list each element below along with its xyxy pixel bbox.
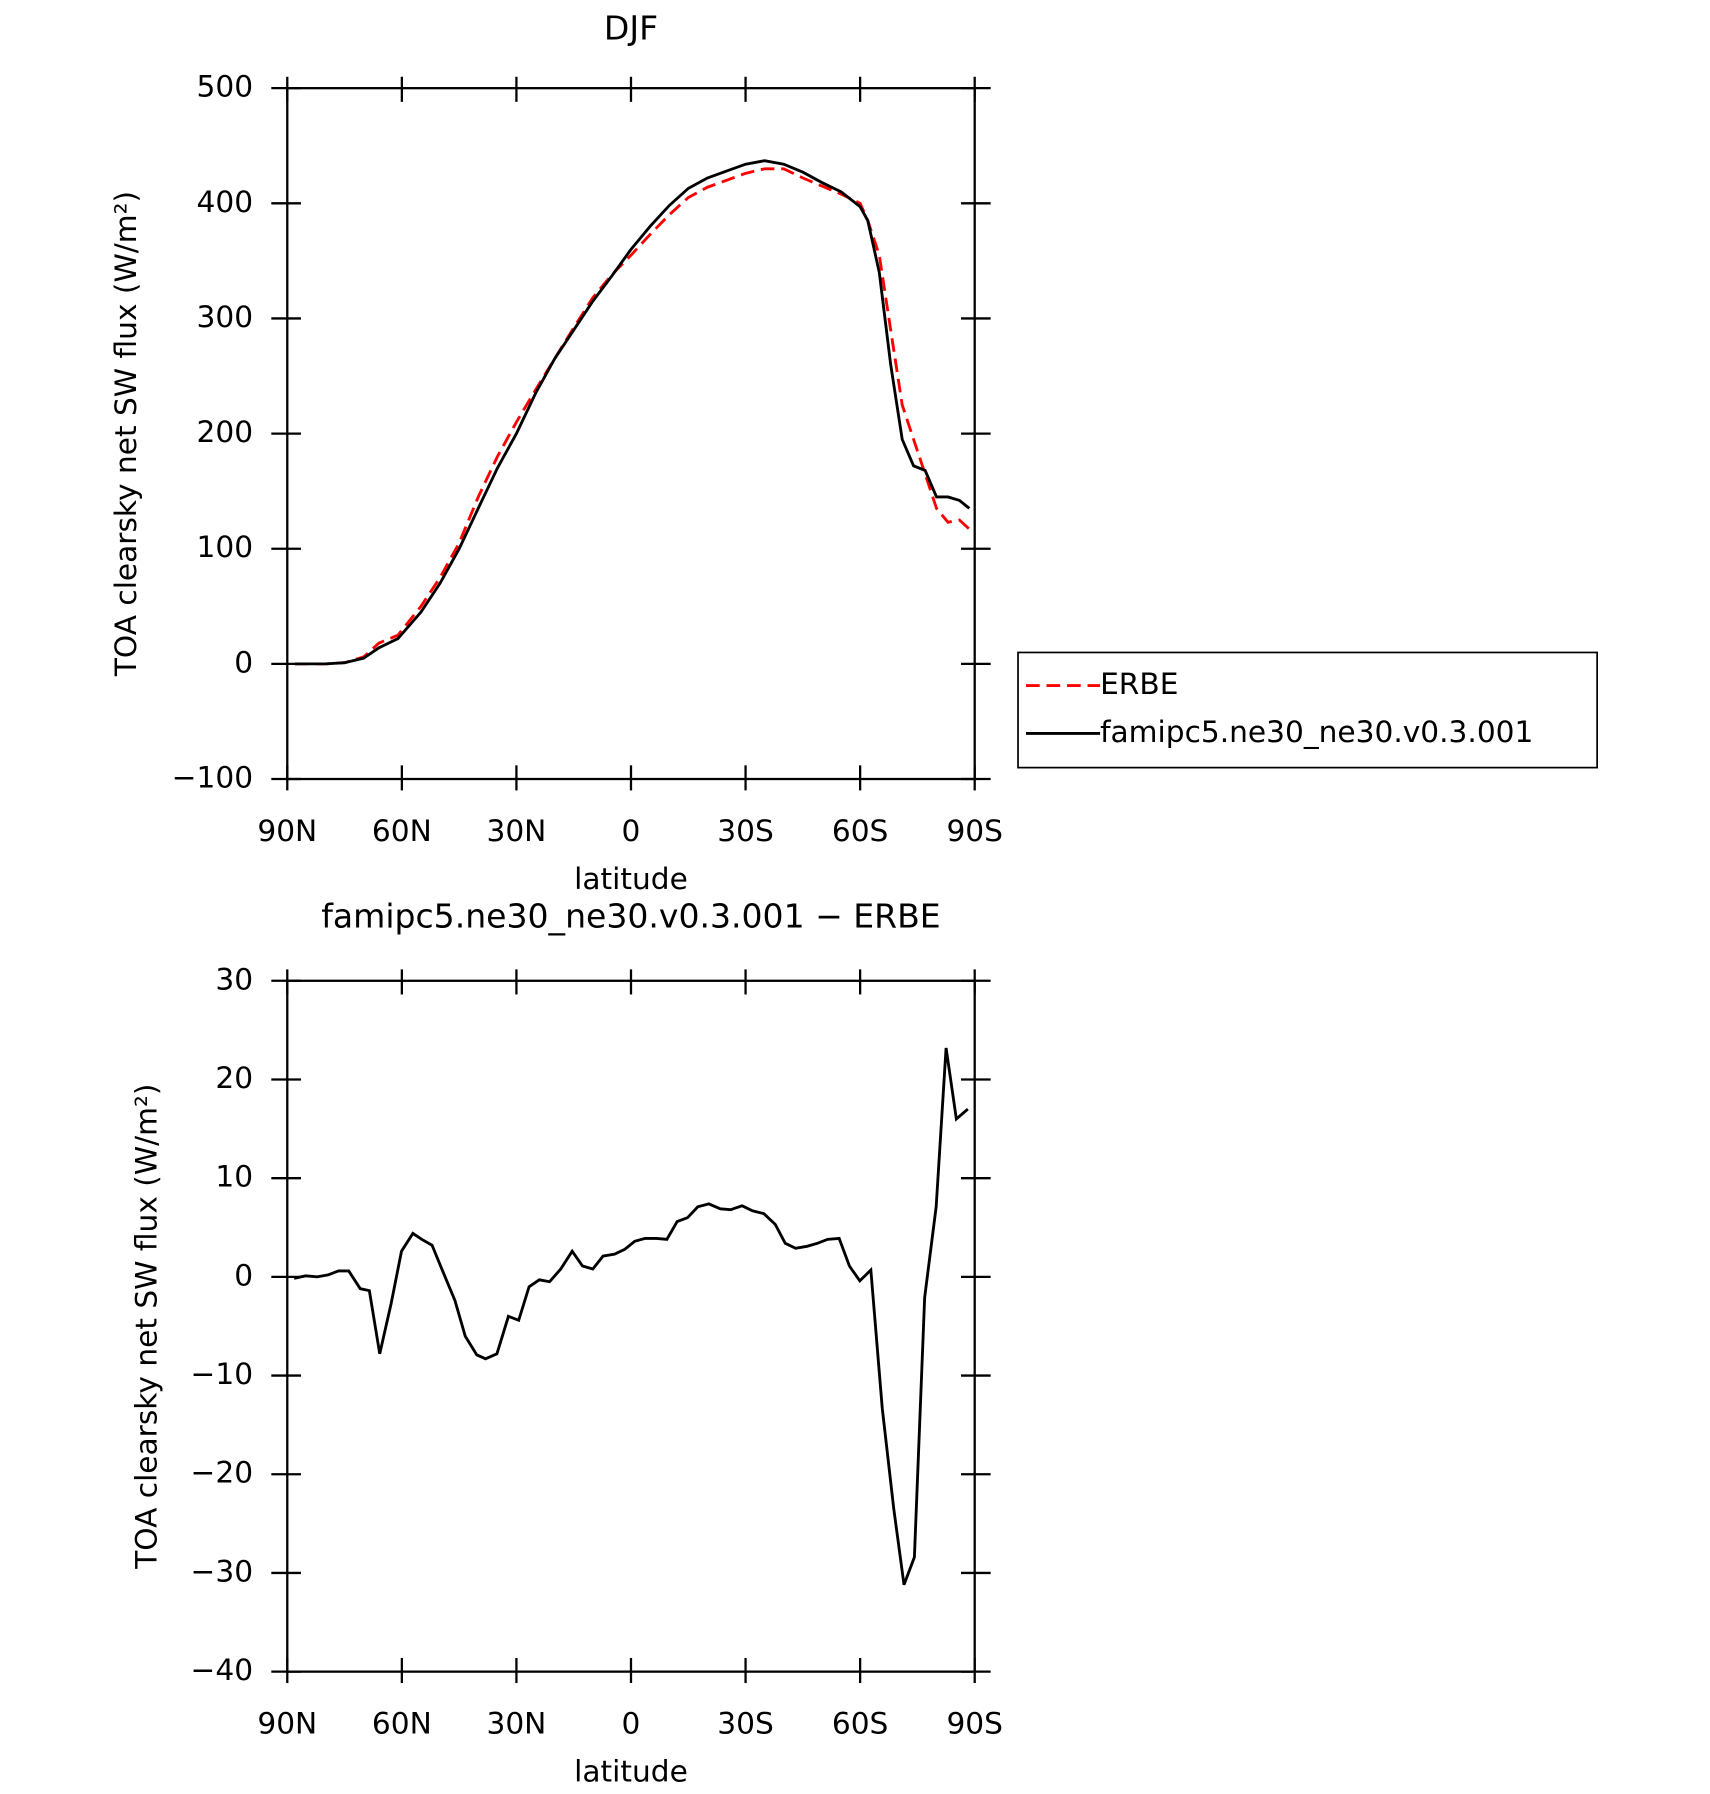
x-tick-label: 90N — [257, 813, 317, 848]
x-axis-title: latitude — [574, 861, 688, 896]
chart-title: famipc5.ne30_ne30.v0.3.001 − ERBE — [321, 897, 940, 936]
y-tick-label: 500 — [197, 69, 254, 104]
data-line — [294, 167, 971, 666]
y-tick-label: 0 — [234, 1257, 253, 1292]
x-tick-label: 30N — [486, 813, 546, 848]
y-tick-label: 30 — [215, 961, 253, 996]
y-tick-label: −100 — [172, 760, 253, 795]
y-axis-title: TOA clearsky net SW flux (W/m²) — [129, 1084, 164, 1570]
legend-label: ERBE — [1100, 666, 1178, 701]
y-tick-label: 300 — [197, 299, 254, 334]
y-tick-label: 0 — [234, 644, 253, 679]
x-axis-title: latitude — [574, 1754, 688, 1789]
y-tick-label: −20 — [191, 1455, 254, 1490]
x-tick-label: 60N — [372, 813, 432, 848]
x-tick-label: 0 — [622, 813, 641, 848]
chart-title: DJF — [604, 9, 658, 48]
x-tick-label: 60S — [832, 1706, 889, 1741]
y-tick-label: 10 — [215, 1159, 253, 1194]
x-tick-label: 90N — [257, 1706, 317, 1741]
plot-frame — [286, 979, 976, 1673]
x-tick-label: 30N — [486, 1706, 546, 1741]
y-axis-title: TOA clearsky net SW flux (W/m²) — [108, 191, 143, 677]
plot-frame — [286, 87, 976, 781]
y-tick-label: 200 — [197, 414, 254, 449]
legend-label: famipc5.ne30_ne30.v0.3.001 — [1100, 714, 1533, 749]
legend-box — [1017, 651, 1598, 769]
y-tick-label: −30 — [191, 1553, 254, 1588]
x-tick-label: 90S — [946, 1706, 1003, 1741]
y-tick-label: −40 — [191, 1652, 254, 1687]
data-line — [294, 159, 971, 666]
y-tick-label: −10 — [191, 1356, 254, 1391]
x-tick-label: 60N — [372, 1706, 432, 1741]
y-tick-label: 20 — [215, 1060, 253, 1095]
x-tick-label: 0 — [622, 1706, 641, 1741]
y-tick-label: 100 — [197, 529, 254, 564]
x-tick-label: 30S — [717, 1706, 774, 1741]
x-tick-label: 30S — [717, 813, 774, 848]
data-line — [293, 1047, 969, 1586]
x-tick-label: 60S — [832, 813, 889, 848]
x-tick-label: 90S — [946, 813, 1003, 848]
y-tick-label: 400 — [197, 184, 254, 219]
